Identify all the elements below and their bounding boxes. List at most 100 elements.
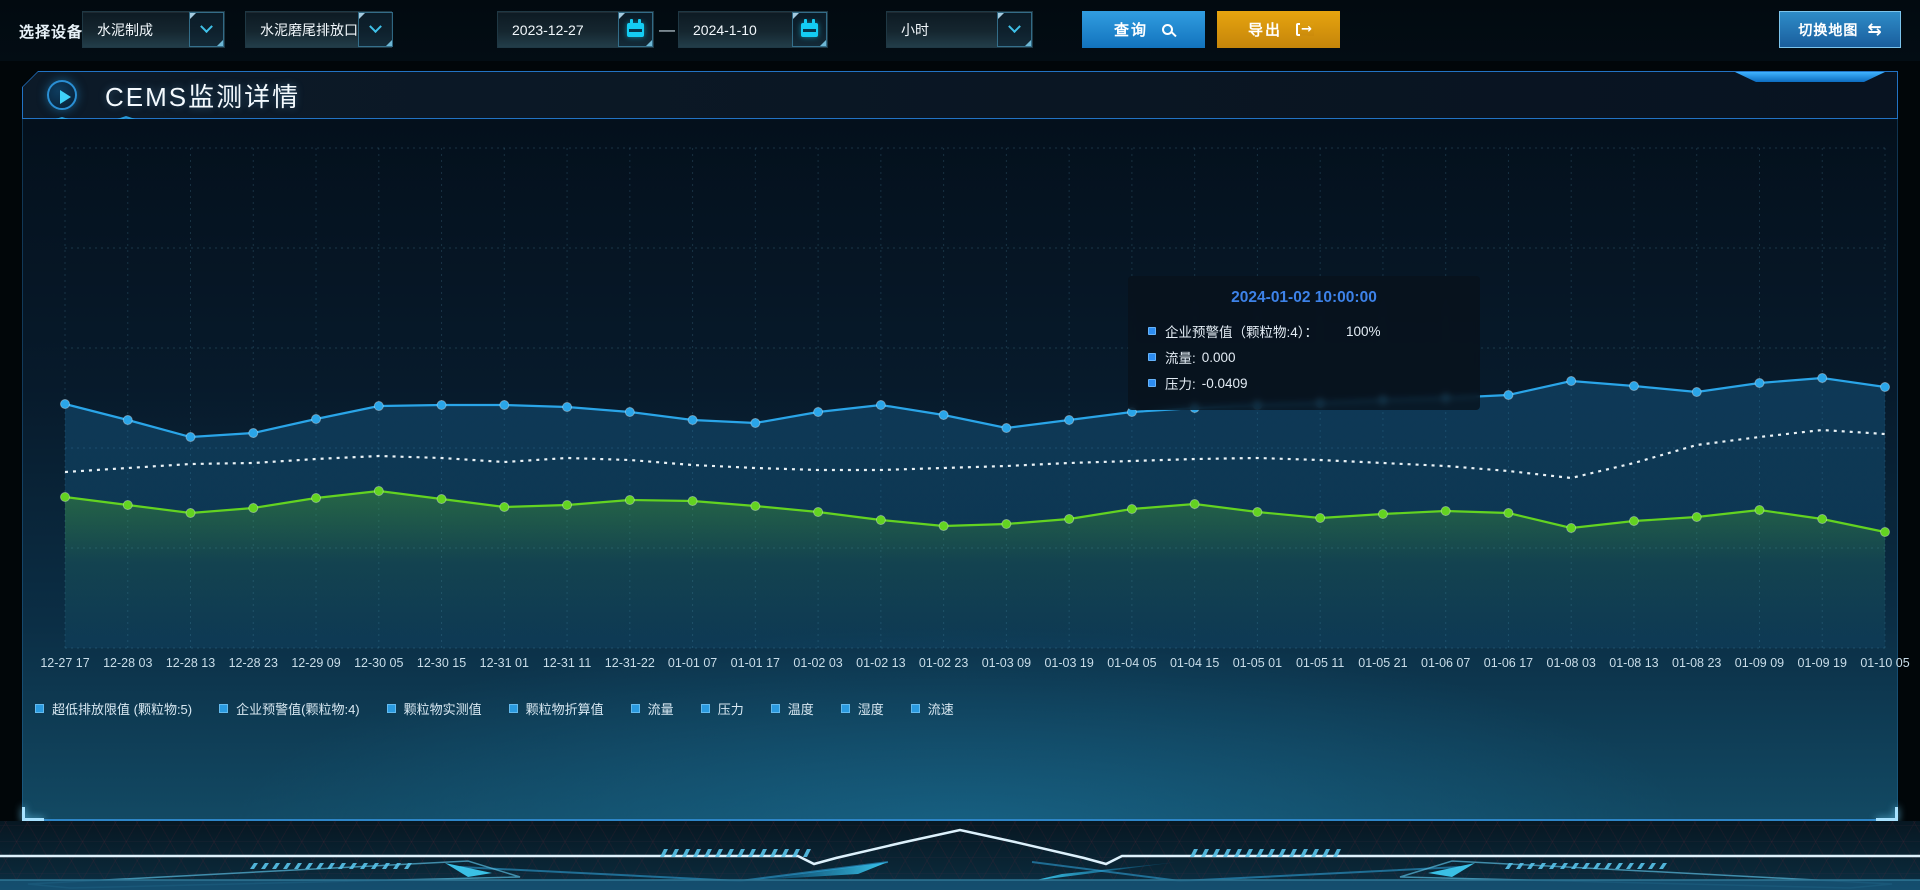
x-axis-label: 01-03 19	[1044, 656, 1094, 670]
date-range-separator: —	[659, 22, 675, 39]
legend-marker	[700, 704, 710, 713]
x-axis-label: 01-06 17	[1483, 656, 1534, 670]
x-axis-label: 01-04 05	[1107, 656, 1157, 670]
end-date-field[interactable]: 2024-1-10	[678, 11, 828, 48]
x-axis-label: 12-28 13	[165, 656, 216, 670]
legend-item[interactable]: 压力	[700, 699, 744, 718]
legend-marker	[770, 704, 780, 713]
x-axis-label: 01-05 21	[1358, 656, 1408, 670]
legend-marker	[219, 704, 229, 713]
panel-title-bar: CEMS监测详情	[22, 71, 1898, 119]
chart-legend: 超低排放限值 (颗粒物:5) 企业预警值(颗粒物:4) 颗粒物实测值 颗粒物折算值 流量…	[35, 699, 954, 718]
x-axis-label: 01-02 03	[793, 656, 843, 670]
x-axis-label: 12-27 17	[40, 656, 90, 670]
export-icon	[1296, 23, 1309, 36]
title-notch-decoration	[1735, 72, 1885, 82]
export-button-label: 导出	[1247, 22, 1282, 39]
x-axis-label: 01-09 09	[1734, 656, 1785, 670]
legend-label: 颗粒物实测值	[403, 702, 482, 717]
panel-corner-accent	[22, 807, 44, 821]
legend-item[interactable]: 流量	[630, 699, 674, 718]
map-toggle-button[interactable]: 切换地图 ⇆	[1779, 11, 1901, 48]
x-axis-label: 12-29 09	[291, 656, 341, 670]
legend-label: 湿度	[857, 702, 884, 717]
interval-select[interactable]: 小时	[886, 11, 1033, 48]
cems-line-chart[interactable]	[60, 147, 1890, 649]
x-axis-label: 12-28 23	[228, 656, 278, 670]
device-select-label: 选择设备	[19, 24, 84, 41]
end-date-picker-box[interactable]	[792, 12, 827, 47]
export-button[interactable]: 导出	[1217, 11, 1340, 48]
swap-arrows-icon: ⇆	[1867, 19, 1882, 40]
device-select[interactable]: 水泥制成	[82, 11, 225, 48]
interval-select-dropdown-box[interactable]	[997, 12, 1032, 47]
series-line-2	[64, 489, 1886, 534]
legend-marker	[630, 704, 640, 713]
legend-item[interactable]: 流速	[910, 699, 954, 718]
series-markers-2	[60, 486, 1890, 537]
calendar-icon	[801, 18, 818, 37]
legend-item[interactable]: 超低排放限值 (颗粒物:5)	[35, 699, 192, 718]
x-axis: 12-27 17 12-28 03 12-28 13 12-28 23 12-29 09…	[40, 656, 1909, 672]
outlet-select[interactable]: 水泥磨尾排放口	[245, 11, 393, 48]
legend-marker	[508, 704, 518, 713]
device-select-dropdown-box[interactable]	[189, 12, 224, 47]
x-axis-label: 12-31-22	[604, 656, 655, 670]
x-axis-label: 12-28 03	[103, 656, 153, 670]
series-line-0	[64, 376, 1886, 439]
footer-hud-svg	[0, 828, 1920, 890]
x-axis-label: 12-31 11	[542, 656, 592, 670]
legend-item[interactable]: 颗粒物实测值	[386, 699, 482, 718]
legend-item[interactable]: 湿度	[840, 699, 884, 718]
calendar-icon	[627, 18, 644, 37]
search-icon	[1162, 24, 1173, 35]
legend-item[interactable]: 温度	[770, 699, 814, 718]
chevron-down-icon	[1008, 20, 1021, 34]
x-axis-label: 12-30 05	[354, 656, 404, 670]
legend-marker	[840, 704, 850, 713]
x-axis-label: 01-03 09	[981, 656, 1032, 670]
footer-hud-decoration	[0, 821, 1920, 890]
device-select-value: 水泥制成	[97, 21, 153, 38]
x-axis-label: 01-05 11	[1295, 656, 1345, 670]
legend-label: 温度	[787, 702, 814, 717]
chevron-down-icon	[369, 20, 382, 34]
x-axis-label: 01-02 13	[856, 656, 906, 670]
map-toggle-label: 切换地图	[1798, 21, 1859, 38]
play-icon	[47, 80, 77, 110]
legend-label: 流量	[647, 702, 674, 717]
legend-marker	[35, 704, 44, 713]
interval-select-value: 小时	[901, 21, 929, 38]
x-axis-label: 01-09 19	[1797, 656, 1847, 670]
x-axis-label: 01-08 03	[1546, 656, 1596, 670]
top-toolbar: 选择设备 水泥制成 水泥磨尾排放口 2023-12-27 — 2024-1-10…	[0, 0, 1920, 61]
legend-label: 流速	[927, 702, 954, 717]
legend-item[interactable]: 颗粒物折算值	[508, 699, 604, 718]
outlet-select-dropdown-box[interactable]	[358, 12, 393, 47]
chevron-down-icon	[200, 20, 213, 34]
x-axis-label: 01-02 23	[918, 656, 969, 670]
x-axis-label: 12-30 15	[416, 656, 467, 670]
legend-marker	[386, 704, 396, 713]
x-axis-label: 12-31 01	[479, 656, 529, 670]
legend-label: 颗粒物折算值	[525, 702, 604, 717]
end-date-value: 2024-1-10	[693, 21, 757, 38]
page-title: CEMS监测详情	[105, 81, 301, 112]
legend-label: 超低排放限值 (颗粒物:5)	[52, 702, 193, 717]
query-button-label: 查询	[1113, 22, 1148, 39]
query-button[interactable]: 查询	[1082, 11, 1205, 48]
x-axis-label: 01-01 07	[667, 656, 718, 670]
legend-item[interactable]: 企业预警值(颗粒物:4)	[219, 699, 360, 718]
start-date-field[interactable]: 2023-12-27	[497, 11, 654, 48]
x-axis-label: 01-08 23	[1672, 656, 1722, 670]
start-date-picker-box[interactable]	[618, 12, 653, 47]
x-axis-label: 01-04 15	[1169, 656, 1220, 670]
x-axis-label: 01-06 07	[1421, 656, 1471, 670]
legend-label: 压力	[717, 702, 744, 717]
x-axis-label: 01-01 17	[730, 656, 781, 670]
panel-corner-accent	[1876, 807, 1898, 821]
x-axis-label: 01-10 05	[1860, 656, 1910, 670]
x-axis-label: 01-05 01	[1232, 656, 1283, 670]
x-axis-label: 01-08 13	[1609, 656, 1659, 670]
